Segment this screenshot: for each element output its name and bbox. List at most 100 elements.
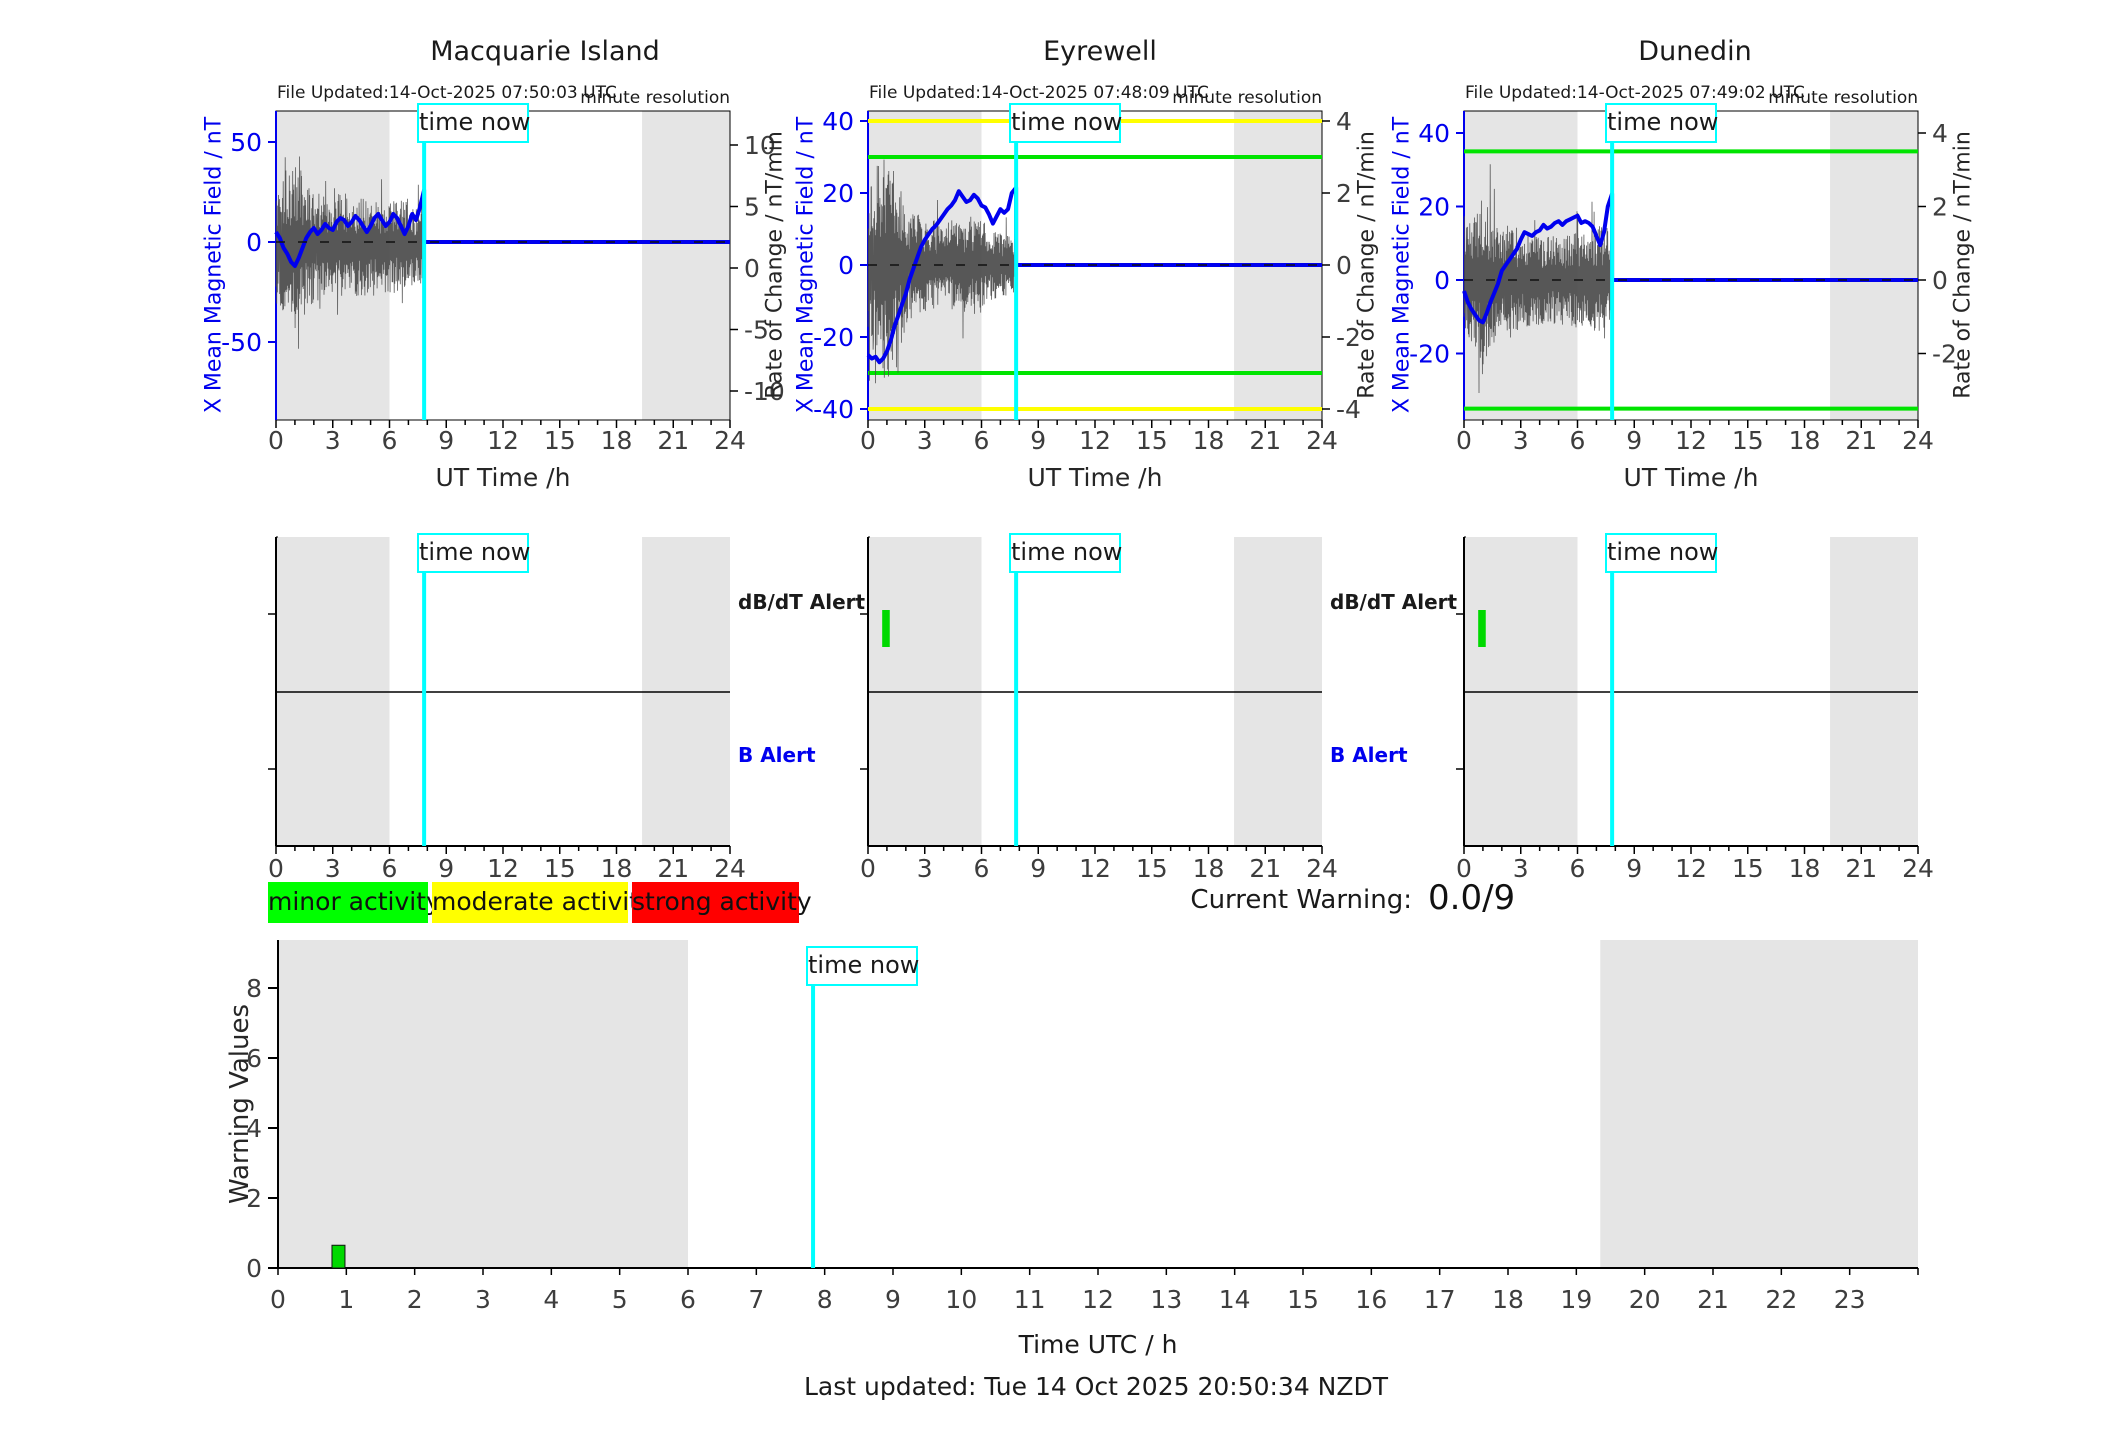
x-tick-label: 9 [1626,854,1642,883]
warning-value-bar [331,1244,346,1269]
y-tick-label: 0 [246,1254,262,1283]
time-now-box: time now [417,533,530,573]
x-tick-label: 24 [1902,426,1934,455]
x-tick-label: 18 [1789,854,1821,883]
x-tick-label: 4 [543,1285,559,1314]
x-tick-label: 9 [438,426,454,455]
y-tick-label: 0 [246,228,262,257]
x-tick-label: 21 [1249,426,1281,455]
x-tick-label: 19 [1560,1285,1592,1314]
b-alert-label: B Alert [738,743,816,767]
warning-values-axis-label: Warning Values [225,1003,255,1205]
y-tick-label: 6 [246,1044,262,1073]
x-tick-label: 24 [1306,854,1338,883]
x-tick-label: 3 [475,1285,491,1314]
current-warning-value: 0.0/9 [1428,878,1516,918]
x-tick-label: 12 [1082,1285,1114,1314]
x-tick-label: 10 [945,1285,977,1314]
x-tick-label: 6 [1570,854,1586,883]
x-tick-label: 15 [1136,854,1168,883]
y-tick-label: 40 [1418,119,1450,148]
x-tick-label: 21 [1697,1285,1729,1314]
y-axis-label-dunedin: X Mean Magnetic Field / nT [1389,116,1415,414]
x-tick-label: 0 [268,854,284,883]
x-axis-label: UT Time /h [1027,463,1163,492]
y-tick-label: 4 [246,1114,262,1143]
legend-strong-activity: strong activity [632,882,812,923]
x-tick-label: 1 [338,1285,354,1314]
right-tick-label: 0 [1932,266,1948,295]
x-tick-label: 3 [1513,426,1529,455]
x-tick-label: 3 [917,426,933,455]
time-now-box: time now [806,946,919,986]
x-tick-label: 16 [1355,1285,1387,1314]
rate-axis-label: Rate of Change / nT/min [1950,131,1976,399]
minute-resolution-label: minute resolution [1768,88,1918,108]
right-tick-label: 5 [744,193,760,222]
y-tick-label: 8 [246,974,262,1003]
x-tick-label: 7 [748,1285,764,1314]
night-band [1600,940,1918,1268]
x-tick-label: 18 [1789,426,1821,455]
eyrewell-dbdt-alert-marker [882,610,890,647]
x-tick-label: 6 [974,426,990,455]
x-tick-label: 0 [1456,854,1472,883]
right-tick-label: -10 [744,377,785,406]
x-tick-label: 18 [601,854,633,883]
station-title-macquarie: Macquarie Island [430,36,660,67]
right-tick-label: 10 [744,131,776,160]
x-tick-label: 12 [487,426,519,455]
legend-moderate-activity: moderate activity [432,882,654,923]
x-tick-label: 11 [1014,1285,1046,1314]
x-tick-label: 18 [1193,854,1225,883]
macquarie-island-mean-field-line [274,188,730,268]
file-updated-eyrewell: File Updated:14-Oct-2025 07:48:09 UTC [869,83,1209,103]
time-now-box: time now [1605,533,1718,573]
x-tick-label: 24 [1306,426,1338,455]
x-tick-label: 3 [325,854,341,883]
y-tick-label: -20 [813,323,854,352]
y-tick-label: -50 [221,328,262,357]
x-tick-label: 6 [680,1285,696,1314]
x-tick-label: 6 [974,854,990,883]
dunedin-dbdt-alert-marker [1478,610,1486,647]
x-tick-label: 23 [1834,1285,1866,1314]
rate-axis-label: Rate of Change / nT/min [1354,131,1380,399]
x-tick-label: 0 [270,1285,286,1314]
y-tick-label: 0 [1434,266,1450,295]
x-tick-label: 12 [1675,426,1707,455]
file-updated-macquarie: File Updated:14-Oct-2025 07:50:03 UTC [277,83,617,103]
x-tick-label: 0 [860,426,876,455]
y-tick-label: -40 [813,395,854,424]
right-tick-label: 0 [1336,251,1352,280]
eyrewell-mean-field-line [866,185,1322,365]
x-tick-label: 12 [1079,426,1111,455]
last-updated-text: Last updated: Tue 14 Oct 2025 20:50:34 N… [803,1372,1389,1401]
x-axis-label: UT Time /h [435,463,571,492]
right-tick-label: 2 [1932,193,1948,222]
file-updated-dunedin: File Updated:14-Oct-2025 07:49:02 UTC [1465,83,1805,103]
x-tick-label: 15 [1732,426,1764,455]
right-tick-label: -2 [1932,340,1957,369]
macquarie-island-rate-noise-line [275,156,425,349]
y-tick-label: 50 [230,128,262,157]
x-tick-label: 2 [407,1285,423,1314]
station-title-eyrewell: Eyrewell [1043,36,1157,67]
x-tick-label: 3 [917,854,933,883]
x-tick-label: 15 [1136,426,1168,455]
rate-axis-label: Rate of Change / nT/min [762,131,788,399]
time-utc-axis-label: Time UTC / h [1018,1330,1178,1359]
dunedin-mean-field-line [1462,191,1918,325]
x-tick-label: 12 [1079,854,1111,883]
x-tick-label: 9 [1030,854,1046,883]
x-tick-label: 21 [1249,854,1281,883]
right-tick-label: -4 [1336,395,1361,424]
night-band [278,940,688,1268]
minute-resolution-label: minute resolution [580,88,730,108]
x-tick-label: 5 [612,1285,628,1314]
x-tick-label: 22 [1765,1285,1797,1314]
dbdt-alert-label: dB/dT Alert [738,590,866,614]
x-tick-label: 15 [544,854,576,883]
time-now-box: time now [417,103,530,143]
